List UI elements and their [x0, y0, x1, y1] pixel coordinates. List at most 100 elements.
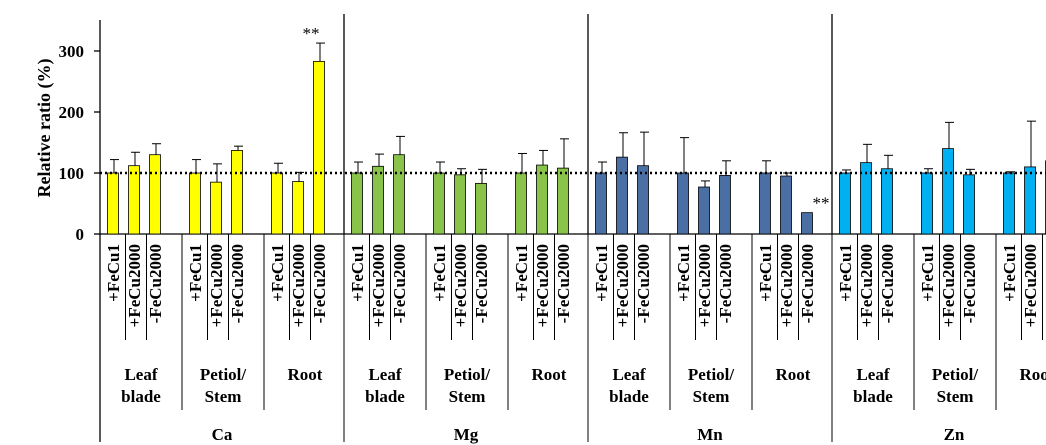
tissue-label: Leaf — [124, 365, 157, 384]
condition-label: +FeCu2000 — [207, 244, 226, 327]
bar — [1003, 172, 1015, 235]
bar — [801, 212, 813, 235]
bar — [881, 168, 893, 235]
bar — [698, 186, 710, 235]
condition-label: +FeCu2000 — [777, 244, 796, 327]
bar — [393, 154, 405, 235]
condition-label: +FeCu1 — [836, 244, 855, 302]
condition-label: +FeCu1 — [268, 244, 287, 302]
condition-label: +FeCu2000 — [369, 244, 388, 327]
condition-label: +FeCu1 — [348, 244, 367, 302]
bar — [149, 154, 161, 235]
significance-annotation: ** — [303, 24, 320, 43]
tissue-label: Root — [1020, 365, 1046, 384]
condition-label: +FeCu2000 — [125, 244, 144, 327]
element-label: Zn — [944, 425, 965, 444]
tissue-label: blade — [121, 387, 161, 406]
tissue-label: Stem — [449, 387, 486, 406]
condition-label: +FeCu2000 — [613, 244, 632, 327]
condition-label: +FeCu1 — [756, 244, 775, 302]
bar — [515, 172, 527, 235]
tissue-label: Leaf — [612, 365, 645, 384]
tissue-label: blade — [609, 387, 649, 406]
bar — [839, 172, 851, 235]
element-label: Ca — [212, 425, 233, 444]
tissue-label: Root — [532, 365, 567, 384]
y-axis-title: Relative ratio (%) — [34, 59, 55, 198]
y-tick-label: 100 — [59, 164, 85, 183]
condition-label: +FeCu2000 — [939, 244, 958, 327]
bar — [351, 172, 363, 235]
bar — [189, 172, 201, 235]
condition-label: +FeCu1 — [1000, 244, 1019, 302]
tissue-label: Stem — [937, 387, 974, 406]
condition-label: -FeCu2000 — [228, 244, 247, 323]
bar — [677, 172, 689, 235]
condition-label: -FeCu2000 — [310, 244, 329, 323]
bar — [372, 165, 384, 235]
bar — [719, 175, 731, 235]
element-label: Mg — [454, 425, 479, 444]
tissue-label: Leaf — [368, 365, 401, 384]
bar — [231, 150, 243, 235]
condition-label: +FeCu1 — [186, 244, 205, 302]
condition-label: +FeCu1 — [918, 244, 937, 302]
tissue-label: Petiol/ — [444, 365, 491, 384]
bar — [557, 167, 569, 235]
condition-label: -FeCu2000 — [390, 244, 409, 323]
bar — [1024, 166, 1036, 235]
condition-label: -FeCu2000 — [798, 244, 817, 323]
bar — [313, 60, 325, 235]
tissue-label: Stem — [693, 387, 730, 406]
y-tick-label: 200 — [59, 103, 85, 122]
bar — [210, 181, 222, 235]
bar — [759, 172, 771, 235]
bar — [454, 174, 466, 235]
condition-label: -FeCu2000 — [878, 244, 897, 323]
y-tick-label: 300 — [59, 42, 85, 61]
bar — [860, 162, 872, 235]
tissue-label: blade — [365, 387, 405, 406]
bar — [292, 181, 304, 235]
condition-label: -FeCu2000 — [716, 244, 735, 323]
condition-label: -FeCu2000 — [554, 244, 573, 323]
condition-label: -FeCu2000 — [634, 244, 653, 323]
bar — [475, 182, 487, 235]
bar — [595, 172, 607, 235]
condition-label: -FeCu2000 — [146, 244, 165, 323]
tissue-label: Petiol/ — [932, 365, 979, 384]
condition-label: +FeCu2000 — [289, 244, 308, 327]
tissue-label: Stem — [205, 387, 242, 406]
bar — [433, 172, 445, 235]
condition-label: +FeCu1 — [512, 244, 531, 302]
tissue-label: Petiol/ — [200, 365, 247, 384]
condition-label: +FeCu2000 — [533, 244, 552, 327]
tissue-label: Root — [288, 365, 323, 384]
condition-label: +FeCu2000 — [451, 244, 470, 327]
tissue-label: Root — [776, 365, 811, 384]
bar — [963, 174, 975, 235]
bar — [271, 172, 283, 235]
element-label: Mn — [697, 425, 723, 444]
y-tick-label: 0 — [76, 225, 85, 244]
condition-label: +FeCu2000 — [857, 244, 876, 327]
bar — [637, 165, 649, 235]
tissue-label: blade — [853, 387, 893, 406]
condition-label: +FeCu2000 — [695, 244, 714, 327]
bar — [921, 172, 933, 235]
condition-label: +FeCu1 — [430, 244, 449, 302]
bar — [107, 172, 119, 235]
tissue-label: Leaf — [856, 365, 889, 384]
bar — [780, 175, 792, 235]
condition-label: -FeCu2000 — [960, 244, 979, 323]
bar — [536, 164, 548, 235]
condition-label: -FeCu2000 — [472, 244, 491, 323]
condition-label: -FeCu2000 — [1042, 244, 1046, 323]
condition-label: +FeCu2000 — [1021, 244, 1040, 327]
condition-label: +FeCu1 — [592, 244, 611, 302]
tissue-label: Petiol/ — [688, 365, 735, 384]
significance-annotation: ** — [813, 194, 830, 213]
bar — [128, 165, 140, 235]
